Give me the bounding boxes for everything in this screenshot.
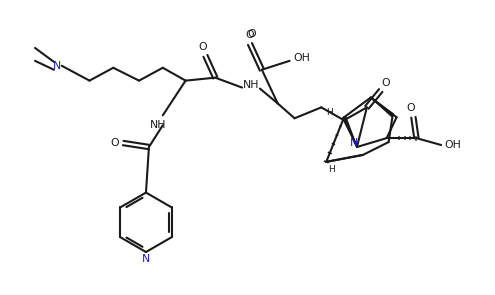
Text: H: H bbox=[328, 165, 335, 174]
Text: NH: NH bbox=[243, 80, 259, 90]
Text: OH: OH bbox=[293, 53, 310, 63]
Text: O: O bbox=[381, 78, 390, 88]
Text: NH: NH bbox=[149, 120, 166, 130]
Polygon shape bbox=[371, 97, 394, 117]
Text: N: N bbox=[350, 138, 358, 148]
Text: N: N bbox=[142, 254, 150, 264]
Text: O: O bbox=[248, 29, 256, 39]
Text: H: H bbox=[326, 108, 333, 117]
Text: O: O bbox=[110, 138, 119, 148]
Polygon shape bbox=[343, 117, 357, 147]
Text: O: O bbox=[198, 42, 207, 52]
Text: N: N bbox=[52, 61, 61, 71]
Text: O: O bbox=[246, 30, 254, 40]
Text: OH: OH bbox=[445, 140, 461, 150]
Text: O: O bbox=[406, 103, 415, 113]
